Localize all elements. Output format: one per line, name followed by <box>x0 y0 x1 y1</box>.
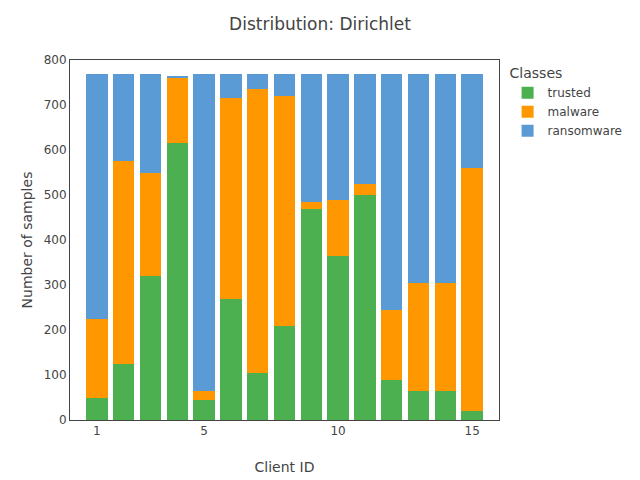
svg-text:200: 200 <box>44 323 67 337</box>
svg-text:10: 10 <box>330 424 345 438</box>
svg-text:ransomware: ransomware <box>548 124 622 138</box>
svg-text:Distribution: Dirichlet: Distribution: Dirichlet <box>229 14 411 34</box>
svg-text:Client ID: Client ID <box>255 459 315 475</box>
svg-text:trusted: trusted <box>548 86 591 100</box>
svg-text:Classes: Classes <box>510 65 563 81</box>
svg-text:500: 500 <box>44 188 67 202</box>
svg-text:Number of samples: Number of samples <box>19 172 35 309</box>
svg-text:600: 600 <box>44 143 67 157</box>
svg-text:100: 100 <box>44 368 67 382</box>
svg-text:300: 300 <box>44 278 67 292</box>
svg-text:400: 400 <box>44 233 67 247</box>
svg-text:0: 0 <box>59 413 67 427</box>
svg-text:5: 5 <box>200 424 208 438</box>
svg-text:1: 1 <box>93 424 101 438</box>
svg-text:15: 15 <box>465 424 480 438</box>
svg-text:800: 800 <box>44 53 67 67</box>
svg-text:700: 700 <box>44 98 67 112</box>
svg-text:malware: malware <box>548 105 600 119</box>
